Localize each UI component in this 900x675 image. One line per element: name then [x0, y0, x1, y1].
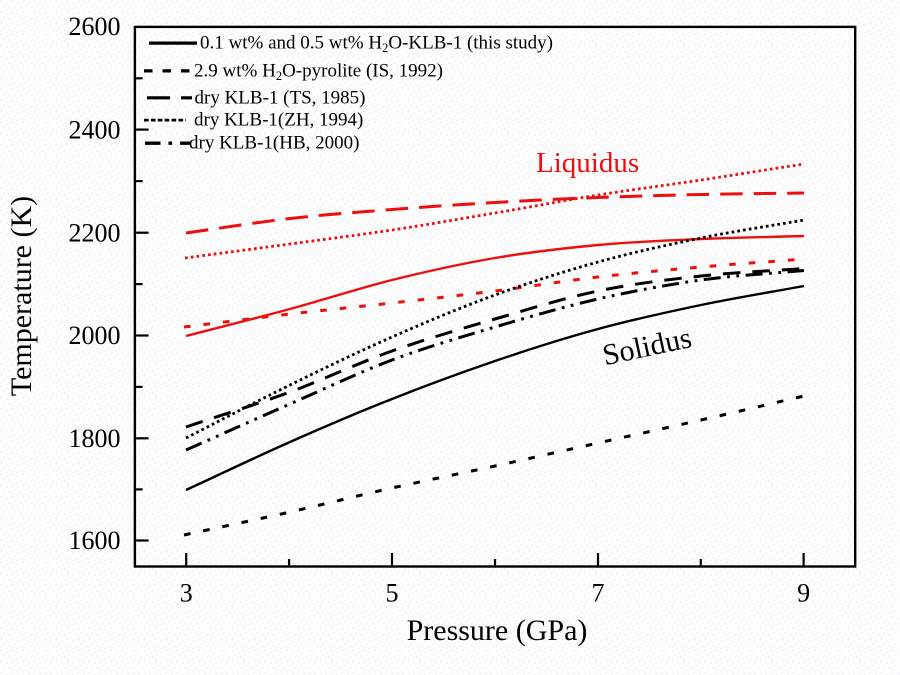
svg-text:dry KLB-1 (TS, 1985): dry KLB-1 (TS, 1985)	[195, 87, 366, 108]
svg-text:1600: 1600	[69, 526, 121, 555]
svg-text:dry KLB-1(ZH, 1994): dry KLB-1(ZH, 1994)	[194, 110, 363, 131]
svg-text:1800: 1800	[69, 424, 121, 453]
svg-text:2000: 2000	[69, 321, 121, 350]
svg-text:5: 5	[386, 579, 399, 608]
svg-text:2200: 2200	[69, 218, 121, 247]
svg-text:3: 3	[180, 579, 193, 608]
svg-text:2600: 2600	[69, 12, 121, 41]
svg-text:7: 7	[592, 579, 605, 608]
svg-text:2.9 wt% H2O-pyrolite (IS, 1992: 2.9 wt% H2O-pyrolite (IS, 1992)	[194, 60, 443, 83]
svg-text:dry KLB-1(HB, 2000): dry KLB-1(HB, 2000)	[189, 133, 359, 154]
svg-text:Liquidus: Liquidus	[536, 147, 639, 179]
svg-text:0.1 wt% and 0.5 wt% H2O-KLB-1: 0.1 wt% and 0.5 wt% H2O-KLB-1 (this stud…	[200, 33, 553, 56]
svg-text:Temperature (K): Temperature (K)	[5, 196, 38, 396]
svg-text:Pressure (GPa): Pressure (GPa)	[407, 614, 588, 647]
svg-text:9: 9	[797, 579, 810, 608]
svg-text:2400: 2400	[69, 115, 121, 144]
